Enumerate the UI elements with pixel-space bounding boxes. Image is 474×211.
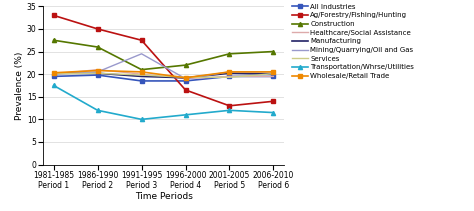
Services bbox=[139, 74, 145, 76]
Ag/Forestry/Fishing/Hunting bbox=[182, 89, 188, 91]
Transportation/Whrse/Utilities bbox=[182, 114, 188, 116]
Manufacturing bbox=[227, 72, 232, 74]
Line: Mining/Quarrying/Oil and Gas: Mining/Quarrying/Oil and Gas bbox=[54, 54, 273, 79]
Manufacturing bbox=[51, 72, 56, 74]
Mining/Quarrying/Oil and Gas bbox=[182, 77, 188, 80]
Line: Construction: Construction bbox=[52, 38, 275, 72]
Construction bbox=[51, 39, 56, 42]
Services bbox=[271, 72, 276, 75]
X-axis label: Time Periods: Time Periods bbox=[135, 192, 192, 201]
Mining/Quarrying/Oil and Gas bbox=[139, 53, 145, 55]
Services bbox=[95, 72, 100, 74]
Line: All Industries: All Industries bbox=[52, 73, 275, 83]
Mining/Quarrying/Oil and Gas bbox=[227, 71, 232, 73]
All Industries bbox=[182, 80, 188, 82]
Healthcare/Social Assistance bbox=[227, 75, 232, 78]
Transportation/Whrse/Utilities bbox=[271, 111, 276, 114]
Mining/Quarrying/Oil and Gas bbox=[95, 71, 100, 73]
Construction bbox=[227, 53, 232, 55]
Services bbox=[227, 76, 232, 78]
Transportation/Whrse/Utilities bbox=[95, 109, 100, 112]
Construction bbox=[95, 46, 100, 48]
Healthcare/Social Assistance bbox=[95, 68, 100, 71]
Healthcare/Social Assistance bbox=[139, 73, 145, 75]
Wholesale/Retail Trade bbox=[271, 71, 276, 73]
Manufacturing bbox=[139, 75, 145, 78]
Line: Transportation/Whrse/Utilities: Transportation/Whrse/Utilities bbox=[52, 83, 275, 122]
Construction bbox=[182, 64, 188, 66]
Legend: All Industries, Ag/Forestry/Fishing/Hunting, Construction, Healthcare/Social Ass: All Industries, Ag/Forestry/Fishing/Hunt… bbox=[292, 3, 415, 80]
All Industries bbox=[51, 75, 56, 78]
Ag/Forestry/Fishing/Hunting bbox=[271, 100, 276, 103]
Construction bbox=[271, 50, 276, 53]
Mining/Quarrying/Oil and Gas bbox=[271, 71, 276, 73]
Wholesale/Retail Trade bbox=[139, 71, 145, 73]
Wholesale/Retail Trade bbox=[51, 72, 56, 74]
Line: Manufacturing: Manufacturing bbox=[54, 73, 273, 78]
Wholesale/Retail Trade bbox=[95, 69, 100, 72]
Ag/Forestry/Fishing/Hunting bbox=[95, 28, 100, 30]
Transportation/Whrse/Utilities bbox=[139, 118, 145, 121]
All Industries bbox=[95, 74, 100, 76]
Healthcare/Social Assistance bbox=[271, 75, 276, 78]
Services bbox=[182, 76, 188, 78]
Construction bbox=[139, 68, 145, 71]
Manufacturing bbox=[95, 72, 100, 74]
Line: Services: Services bbox=[54, 73, 273, 77]
Line: Ag/Forestry/Fishing/Hunting: Ag/Forestry/Fishing/Hunting bbox=[52, 13, 275, 108]
Manufacturing bbox=[182, 77, 188, 79]
Manufacturing bbox=[271, 73, 276, 75]
Line: Healthcare/Social Assistance: Healthcare/Social Assistance bbox=[54, 70, 273, 79]
Transportation/Whrse/Utilities bbox=[51, 84, 56, 87]
All Industries bbox=[227, 75, 232, 78]
Line: Wholesale/Retail Trade: Wholesale/Retail Trade bbox=[52, 68, 275, 80]
Y-axis label: Prevalence (%): Prevalence (%) bbox=[15, 51, 24, 120]
Services bbox=[51, 72, 56, 75]
Healthcare/Social Assistance bbox=[182, 77, 188, 80]
Transportation/Whrse/Utilities bbox=[227, 109, 232, 112]
All Industries bbox=[139, 80, 145, 82]
Ag/Forestry/Fishing/Hunting bbox=[227, 104, 232, 107]
Ag/Forestry/Fishing/Hunting bbox=[139, 39, 145, 42]
Wholesale/Retail Trade bbox=[182, 77, 188, 79]
Wholesale/Retail Trade bbox=[227, 71, 232, 73]
Ag/Forestry/Fishing/Hunting bbox=[51, 14, 56, 17]
Healthcare/Social Assistance bbox=[51, 73, 56, 75]
All Industries bbox=[271, 75, 276, 78]
Mining/Quarrying/Oil and Gas bbox=[51, 73, 56, 75]
